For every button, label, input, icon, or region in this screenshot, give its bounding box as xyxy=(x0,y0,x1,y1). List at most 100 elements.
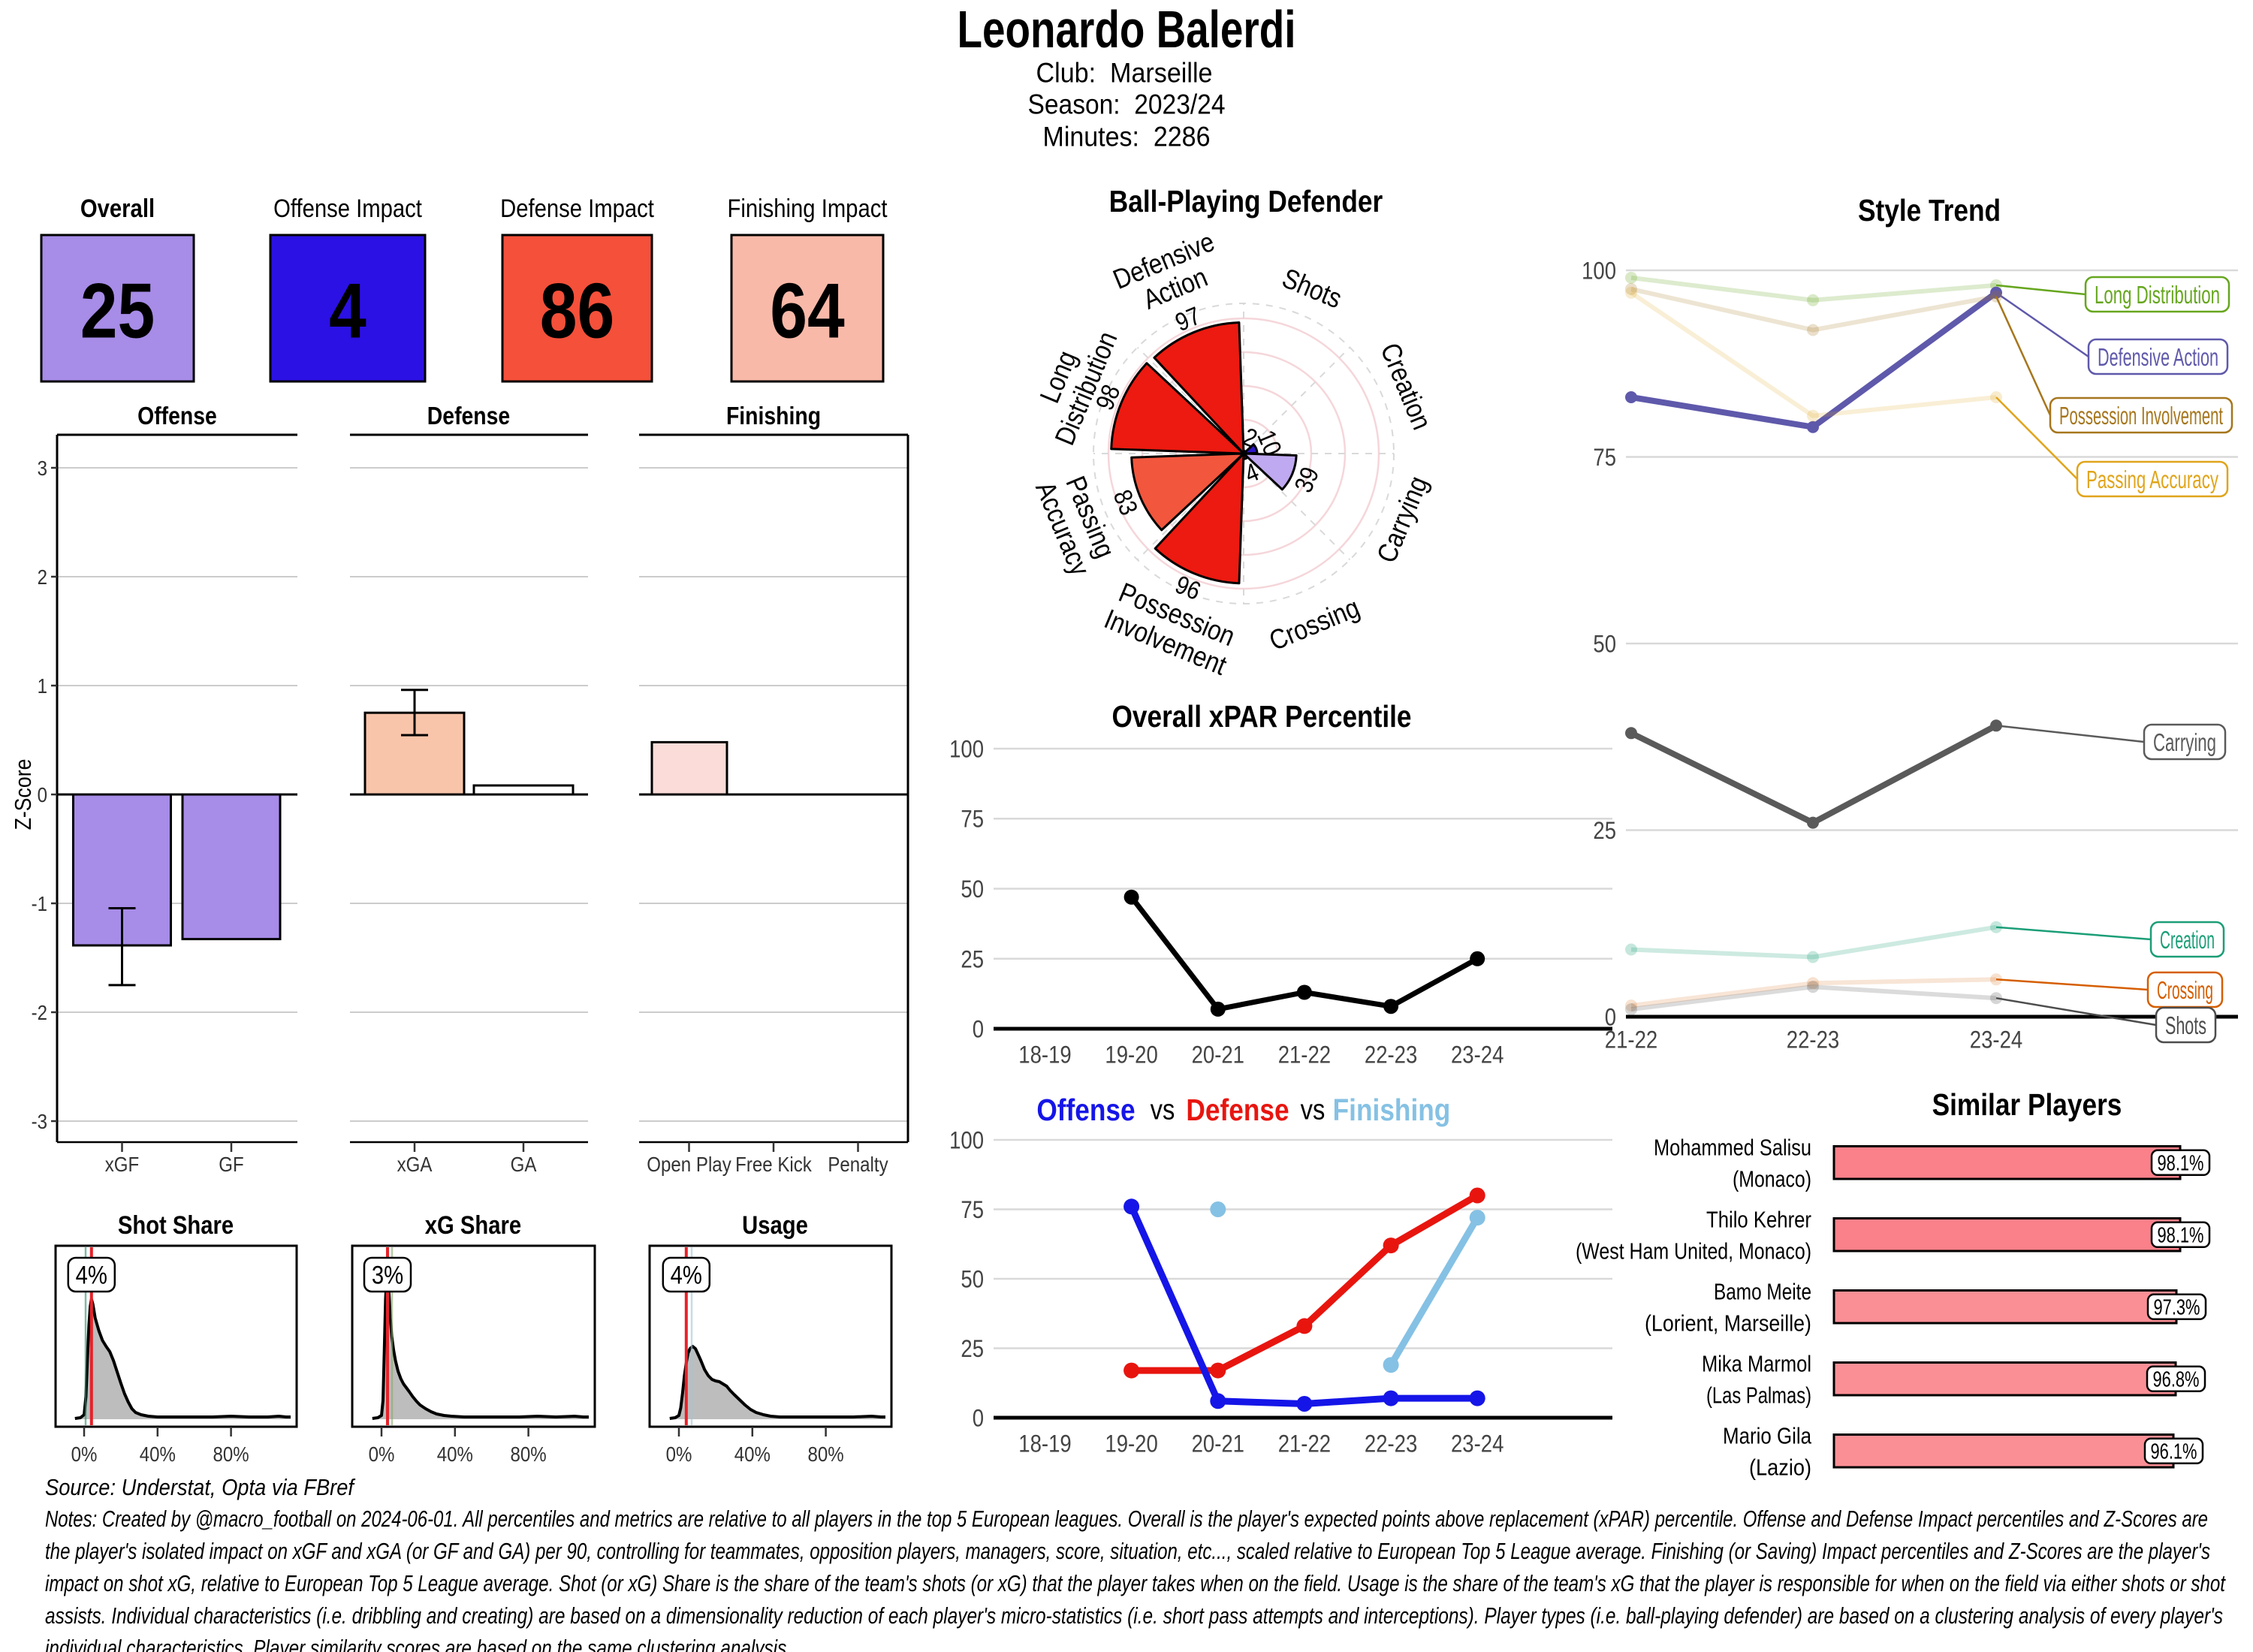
svg-text:Usage: Usage xyxy=(742,1211,808,1240)
svg-text:100: 100 xyxy=(949,736,984,763)
svg-text:individual characteristics. Pl: individual characteristics. Player simil… xyxy=(45,1635,792,1652)
svg-text:64: 64 xyxy=(770,267,845,354)
svg-text:20-21: 20-21 xyxy=(1192,1430,1244,1458)
svg-text:25: 25 xyxy=(961,945,984,972)
svg-text:0%: 0% xyxy=(666,1442,692,1466)
svg-text:0: 0 xyxy=(38,783,47,806)
svg-text:(Monaco): (Monaco) xyxy=(1733,1165,1811,1192)
svg-text:Z-Score: Z-Score xyxy=(10,759,36,831)
svg-text:23-24: 23-24 xyxy=(1970,1026,2022,1054)
svg-text:Club: Marseille: Club: Marseille xyxy=(1036,57,1213,88)
svg-text:25: 25 xyxy=(80,267,155,354)
svg-text:3: 3 xyxy=(38,457,47,480)
svg-text:40%: 40% xyxy=(140,1442,176,1466)
svg-text:23-24: 23-24 xyxy=(1451,1430,1504,1458)
svg-text:impact on shot xG, relative to: impact on shot xG, relative to European … xyxy=(45,1570,2226,1596)
svg-text:Defense Impact: Defense Impact xyxy=(500,194,654,223)
svg-text:22-23: 22-23 xyxy=(1365,1430,1417,1458)
svg-text:1: 1 xyxy=(38,674,47,698)
svg-text:100: 100 xyxy=(949,1127,984,1154)
svg-text:Carrying: Carrying xyxy=(2153,728,2216,756)
svg-text:18-19: 18-19 xyxy=(1018,1042,1071,1069)
svg-text:50: 50 xyxy=(961,876,984,903)
svg-text:Bamo Meite: Bamo Meite xyxy=(1714,1278,1811,1304)
svg-text:0: 0 xyxy=(973,1016,984,1043)
svg-text:Passing Accuracy: Passing Accuracy xyxy=(2086,466,2218,493)
svg-text:80%: 80% xyxy=(808,1442,844,1466)
svg-text:Overall xPAR Percentile: Overall xPAR Percentile xyxy=(1111,699,1411,734)
svg-text:75: 75 xyxy=(1593,444,1616,471)
svg-text:the player's isolated impact o: the player's isolated impact on xGF and … xyxy=(45,1538,2210,1564)
svg-text:21-22: 21-22 xyxy=(1605,1026,1657,1054)
svg-text:50: 50 xyxy=(1593,631,1616,658)
svg-text:vs: vs xyxy=(1301,1095,1326,1126)
svg-text:22-23: 22-23 xyxy=(1365,1042,1417,1069)
svg-text:Mohammed Salisu: Mohammed Salisu xyxy=(1654,1134,1811,1160)
svg-text:96.8%: 96.8% xyxy=(2153,1368,2200,1392)
svg-text:-2: -2 xyxy=(32,1001,47,1024)
svg-text:25: 25 xyxy=(1593,817,1616,844)
svg-text:Shots: Shots xyxy=(2165,1011,2206,1039)
svg-text:96.1%: 96.1% xyxy=(2151,1440,2197,1464)
svg-text:98.1%: 98.1% xyxy=(2158,1224,2204,1248)
svg-text:(Las Palmas): (Las Palmas) xyxy=(1706,1382,1811,1408)
svg-text:assists. Individual characteri: assists. Individual characteristics (i.e… xyxy=(45,1602,2223,1629)
svg-text:Season: 2023/24: Season: 2023/24 xyxy=(1028,89,1226,119)
svg-text:4: 4 xyxy=(329,267,366,354)
svg-text:Overall: Overall xyxy=(80,194,155,223)
svg-text:98.1%: 98.1% xyxy=(2158,1152,2204,1176)
svg-text:0: 0 xyxy=(973,1405,984,1432)
svg-text:GA: GA xyxy=(511,1153,537,1176)
svg-text:(West Ham United, Monaco): (West Ham United, Monaco) xyxy=(1576,1237,1811,1264)
svg-text:Penalty: Penalty xyxy=(828,1153,888,1176)
svg-text:Source: Understat, Opta via FB: Source: Understat, Opta via FBref xyxy=(45,1474,356,1500)
svg-text:vs: vs xyxy=(1151,1095,1175,1126)
svg-text:Ball-Playing Defender: Ball-Playing Defender xyxy=(1109,184,1383,219)
svg-text:2: 2 xyxy=(38,565,47,589)
svg-text:75: 75 xyxy=(961,1196,984,1223)
svg-text:18-19: 18-19 xyxy=(1018,1430,1071,1458)
svg-text:Defensive Action: Defensive Action xyxy=(2098,343,2218,371)
svg-text:Long Distribution: Long Distribution xyxy=(2095,281,2220,309)
svg-text:75: 75 xyxy=(961,806,984,833)
svg-text:25: 25 xyxy=(961,1335,984,1362)
svg-text:21-22: 21-22 xyxy=(1278,1042,1331,1069)
svg-text:Possession Involvement: Possession Involvement xyxy=(2059,402,2223,430)
svg-text:100: 100 xyxy=(1582,258,1616,285)
svg-text:Shot Share: Shot Share xyxy=(118,1211,234,1240)
svg-text:Offense: Offense xyxy=(137,402,217,430)
svg-text:-1: -1 xyxy=(32,892,47,915)
svg-text:80%: 80% xyxy=(213,1442,249,1466)
svg-text:3%: 3% xyxy=(372,1262,403,1290)
svg-text:0: 0 xyxy=(1605,1004,1616,1031)
svg-text:Creation: Creation xyxy=(2160,926,2215,954)
svg-text:22-23: 22-23 xyxy=(1787,1026,1839,1054)
svg-text:4%: 4% xyxy=(76,1262,107,1290)
svg-text:Defense: Defense xyxy=(1186,1093,1289,1127)
svg-text:Notes: Created by @macro_footb: Notes: Created by @macro_football on 202… xyxy=(45,1506,2208,1532)
svg-text:21-22: 21-22 xyxy=(1278,1430,1331,1458)
svg-text:86: 86 xyxy=(540,267,615,354)
svg-text:Leonardo Balerdi: Leonardo Balerdi xyxy=(958,0,1296,59)
svg-text:Finishing: Finishing xyxy=(726,402,821,430)
svg-text:Minutes: 2286: Minutes: 2286 xyxy=(1043,121,1211,152)
svg-text:xGA: xGA xyxy=(397,1153,433,1176)
svg-text:Finishing: Finishing xyxy=(1333,1093,1451,1127)
svg-text:Offense: Offense xyxy=(1036,1093,1135,1127)
svg-text:Mika Marmol: Mika Marmol xyxy=(1702,1350,1811,1376)
svg-text:40%: 40% xyxy=(734,1442,771,1466)
svg-text:97.3%: 97.3% xyxy=(2154,1296,2200,1320)
svg-text:0%: 0% xyxy=(71,1442,98,1466)
svg-text:Defense: Defense xyxy=(427,402,510,430)
svg-text:Offense Impact: Offense Impact xyxy=(273,194,422,223)
svg-text:80%: 80% xyxy=(511,1442,547,1466)
svg-text:50: 50 xyxy=(961,1266,984,1293)
svg-text:Style Trend: Style Trend xyxy=(1858,193,2001,228)
svg-text:Thilo Kehrer: Thilo Kehrer xyxy=(1706,1206,1811,1232)
svg-text:Similar Players: Similar Players xyxy=(1932,1087,2122,1122)
svg-text:xG Share: xG Share xyxy=(425,1211,521,1240)
svg-text:20-21: 20-21 xyxy=(1192,1042,1244,1069)
svg-text:Mario Gila: Mario Gila xyxy=(1723,1422,1812,1449)
svg-text:xGF: xGF xyxy=(105,1153,140,1176)
svg-text:40%: 40% xyxy=(437,1442,473,1466)
